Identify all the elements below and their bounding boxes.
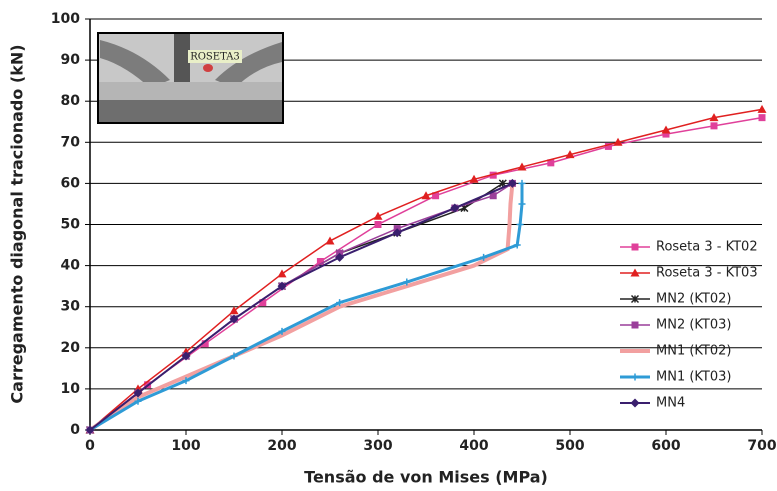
x-tick-label: 200	[267, 438, 296, 454]
legend-label: Roseta 3 - KT02	[656, 240, 758, 255]
marker	[326, 236, 335, 244]
y-tick-label: 50	[61, 217, 81, 233]
marker	[375, 221, 382, 228]
legend-marker	[632, 322, 639, 329]
inset-photo: ROSETA3	[98, 33, 283, 123]
x-tick-label: 600	[651, 438, 680, 454]
inset-tube	[174, 34, 190, 82]
marker	[711, 122, 718, 129]
y-tick-label: 30	[61, 299, 81, 315]
chart: Tensão de von Mises (MPa) Carregamento d…	[0, 0, 777, 491]
legend-label: MN1 (KT03)	[656, 370, 732, 385]
y-tick-label: 90	[61, 52, 81, 68]
marker	[517, 221, 524, 228]
x-tick-label: 100	[171, 438, 200, 454]
inset-marker	[203, 64, 213, 72]
x-axis-title: Tensão de von Mises (MPa)	[304, 468, 548, 487]
marker	[759, 114, 766, 121]
y-tick-label: 100	[51, 11, 80, 27]
marker	[374, 212, 383, 220]
x-tick-label: 500	[555, 438, 584, 454]
inset-beam	[99, 100, 282, 122]
marker	[519, 180, 526, 187]
legend-label: Roseta 3 - KT03	[656, 266, 758, 281]
y-axis-title: Carregamento diagonal tracionado (kN)	[8, 44, 27, 403]
legend-label: MN1 (KT02)	[656, 344, 732, 359]
legend-label: MN4	[656, 396, 685, 411]
y-tick-label: 20	[61, 340, 81, 356]
legend-marker	[632, 374, 639, 381]
inset-beam	[99, 82, 282, 100]
y-tick-label: 10	[61, 381, 81, 397]
y-tick-label: 0	[70, 422, 80, 438]
marker	[278, 269, 287, 277]
legend-marker	[631, 399, 640, 408]
x-tick-label: 700	[747, 438, 776, 454]
y-tick-label: 40	[61, 258, 81, 274]
legend-label: MN2 (KT02)	[656, 292, 732, 307]
x-tick-label: 400	[459, 438, 488, 454]
y-tick-label: 80	[61, 93, 81, 109]
inset-label: ROSETA3	[190, 52, 240, 63]
marker	[758, 105, 767, 113]
marker	[519, 200, 526, 207]
x-tick-label: 300	[363, 438, 392, 454]
y-tick-label: 60	[61, 175, 81, 191]
y-tick-label: 70	[61, 134, 81, 150]
x-tick-label: 0	[85, 438, 95, 454]
legend-label: MN2 (KT03)	[656, 318, 732, 333]
legend-marker	[632, 244, 639, 251]
